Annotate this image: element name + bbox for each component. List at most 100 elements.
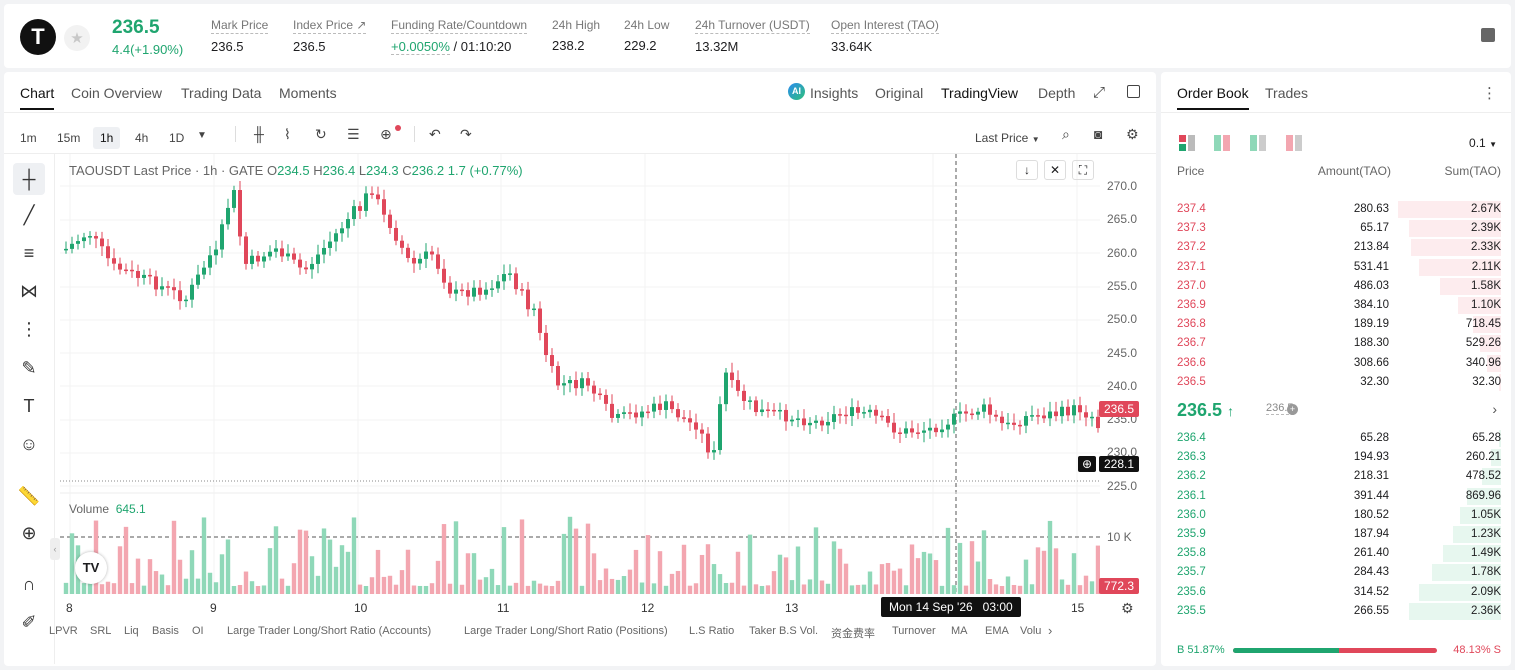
indicator-tab[interactable]: EMA — [985, 625, 1009, 637]
magnet-icon[interactable]: ∩ — [22, 573, 36, 594]
orderbook-row[interactable]: 236.4 65.28 65.28 — [1161, 429, 1511, 448]
row-sum: 478.52 — [1465, 470, 1501, 483]
indicator-tab[interactable]: MA — [951, 625, 968, 637]
orderbook-row[interactable]: 236.8 189.19 718.45 — [1161, 315, 1511, 334]
expand-icon[interactable]: ⤢ — [1093, 84, 1106, 101]
info-icon[interactable]: + — [1287, 404, 1298, 415]
candle-type-icon[interactable]: ╫ — [254, 126, 264, 142]
chevron-right-icon[interactable]: › — [1492, 401, 1497, 417]
ai-insights-icon[interactable]: AI — [788, 83, 805, 100]
chevron-down-icon[interactable]: ▼ — [197, 130, 207, 141]
indicator-tab[interactable]: Taker B.S Vol. — [749, 625, 819, 637]
tab-original[interactable]: Original — [875, 85, 924, 101]
layout-bids-icon[interactable] — [1250, 135, 1266, 151]
indicator-tab[interactable]: L.S Ratio — [689, 625, 735, 637]
indicator-tab[interactable]: LPVR — [49, 625, 78, 637]
tab-coin-overview[interactable]: Coin Overview — [71, 85, 163, 101]
orderbook-row[interactable]: 237.3 65.17 2.39K — [1161, 219, 1511, 238]
layout-asks-icon[interactable] — [1286, 135, 1302, 151]
orderbook-row[interactable]: 236.3 194.93 260.21 — [1161, 448, 1511, 467]
collapse-arrow-icon[interactable]: ‹ — [50, 538, 60, 560]
orderbook-row[interactable]: 235.6 314.52 2.09K — [1161, 583, 1511, 602]
indicator-tab[interactable]: SRL — [90, 625, 112, 637]
text-icon[interactable]: T — [23, 395, 35, 416]
orderbook-row[interactable]: 236.6 308.66 340.96 — [1161, 354, 1511, 373]
orderbook-row[interactable]: 235.5 266.55 2.36K — [1161, 602, 1511, 621]
orderbook-row[interactable]: 236.0 180.52 1.05K — [1161, 506, 1511, 525]
indicator-tab[interactable]: Large Trader Long/Short Ratio (Accounts) — [227, 625, 432, 637]
undo-icon[interactable]: ↶ — [429, 126, 441, 142]
book-icon[interactable] — [1481, 28, 1495, 42]
favorite-star-icon[interactable]: ★ — [64, 25, 90, 51]
timeframe-15m[interactable]: 15m — [57, 131, 81, 145]
orderbook-row[interactable]: 237.1 531.41 2.11K — [1161, 258, 1511, 277]
crosshair-icon[interactable]: ┼ — [13, 163, 45, 195]
emoji-icon[interactable]: ☺ — [19, 433, 39, 454]
orderbook-row[interactable]: 237.4 280.63 2.67K — [1161, 200, 1511, 219]
tab-moments[interactable]: Moments — [279, 85, 337, 101]
price-type-select[interactable]: Last Price ▼ — [975, 131, 1040, 145]
collapse-icon[interactable]: ✕ — [1044, 160, 1066, 180]
chevron-right-icon[interactable]: › — [1048, 623, 1053, 638]
orderbook-row[interactable]: 237.0 486.03 1.58K — [1161, 277, 1511, 296]
tab-order-book[interactable]: Order Book — [1177, 85, 1249, 110]
stat-index-price[interactable]: Index Price ↗ 236.5 — [293, 18, 367, 54]
orderbook-row[interactable]: 236.9 384.10 1.10K — [1161, 296, 1511, 315]
add-order-icon[interactable]: ⊕ — [1078, 456, 1096, 472]
pencil-lock-icon[interactable]: ✐ — [21, 611, 37, 632]
camera-icon[interactable]: ◙ — [1094, 126, 1103, 142]
fullscreen-icon[interactable]: ⛶ — [1072, 160, 1094, 180]
tab-tradingview[interactable]: TradingView — [941, 85, 1019, 101]
trend-line-icon[interactable]: ╱ — [23, 204, 35, 225]
volume-bar — [1083, 575, 1089, 594]
indicators-icon[interactable]: ⌇ — [284, 126, 291, 142]
fib-icon[interactable]: ⋮ — [20, 318, 38, 339]
orderbook-row[interactable]: 237.2 213.84 2.33K — [1161, 238, 1511, 257]
indicator-tab[interactable]: Volu — [1020, 625, 1042, 637]
more-icon[interactable]: ⋮ — [1482, 85, 1497, 102]
tab-insights[interactable]: Insights — [810, 85, 859, 101]
orderbook-row[interactable]: 235.7 284.43 1.78K — [1161, 563, 1511, 582]
precision-select[interactable]: 0.1 ▼ — [1469, 136, 1497, 150]
indicator-tab[interactable]: OI — [192, 625, 204, 637]
zoom-in-icon[interactable]: ⊕ — [21, 522, 37, 543]
indicator-tab[interactable]: 资金费率 — [831, 628, 875, 640]
orderbook-row[interactable]: 235.9 187.94 1.23K — [1161, 525, 1511, 544]
y-tick: 260.0 — [1107, 246, 1138, 260]
orderbook-row[interactable]: 236.5 32.30 32.30 — [1161, 373, 1511, 392]
arrow-down-icon[interactable]: ↓ — [1016, 160, 1038, 180]
redo-icon[interactable]: ↷ — [460, 126, 472, 142]
volume-bar — [129, 583, 135, 594]
candlestick-chart[interactable] — [60, 154, 1100, 614]
ruler-icon[interactable]: 📏 — [17, 485, 41, 506]
timeframe-1d[interactable]: 1D — [169, 131, 185, 145]
orderbook-row[interactable]: 236.1 391.44 869.96 — [1161, 487, 1511, 506]
timeframe-1h[interactable]: 1h — [93, 127, 121, 149]
tab-trading-data[interactable]: Trading Data — [181, 85, 262, 101]
horizontal-lines-icon[interactable]: ≡ — [23, 242, 35, 263]
orderbook-row[interactable]: 235.8 261.40 1.49K — [1161, 544, 1511, 563]
row-price: 237.3 — [1177, 222, 1206, 235]
tab-chart[interactable]: Chart — [20, 85, 55, 110]
indicator-tab[interactable]: Turnover — [892, 625, 936, 637]
tab-trades[interactable]: Trades — [1265, 85, 1309, 101]
indicator-tab[interactable]: Liq — [124, 625, 139, 637]
tab-depth[interactable]: Depth — [1038, 85, 1076, 101]
indicator-tab[interactable]: Basis — [152, 625, 179, 637]
replay-icon[interactable]: ↻ — [315, 126, 327, 142]
add-alert-icon[interactable]: ⊕ — [380, 126, 392, 142]
timeframe-4h[interactable]: 4h — [135, 131, 149, 145]
indicator-tab[interactable]: Large Trader Long/Short Ratio (Positions… — [464, 625, 668, 637]
brush-icon[interactable]: ✎ — [21, 357, 37, 378]
search-icon[interactable]: ⌕ — [1062, 126, 1070, 142]
timeframe-1m[interactable]: 1m — [20, 131, 37, 145]
pattern-icon[interactable]: ⋈ — [20, 280, 38, 301]
layout-split-icon[interactable] — [1214, 135, 1230, 151]
orderbook-row[interactable]: 236.2 218.31 478.52 — [1161, 467, 1511, 486]
window-icon[interactable] — [1127, 85, 1140, 98]
axis-settings-icon[interactable]: ⚙ — [1121, 600, 1134, 616]
templates-icon[interactable]: ☰ — [347, 126, 360, 142]
layout-both-icon[interactable] — [1179, 135, 1195, 151]
gear-icon[interactable]: ⚙ — [1126, 126, 1139, 142]
orderbook-row[interactable]: 236.7 188.30 529.26 — [1161, 334, 1511, 353]
